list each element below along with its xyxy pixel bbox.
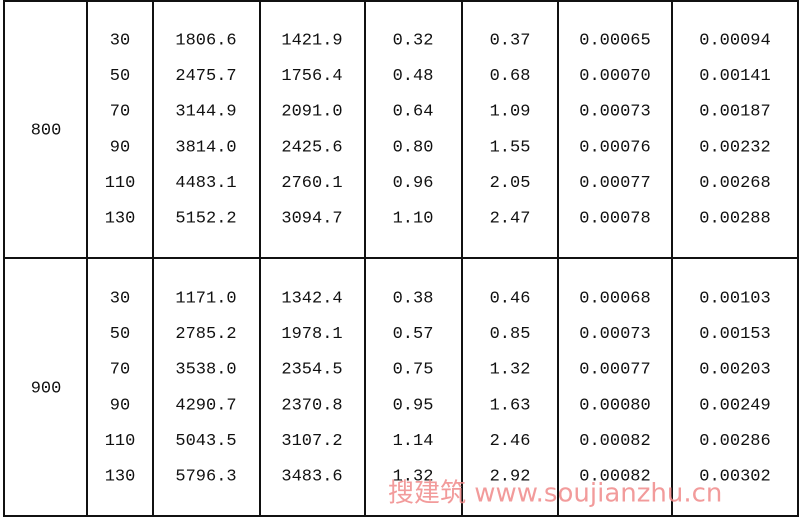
cell: 0.95 [393,396,434,415]
cell: 0.96 [393,174,434,193]
cell: 0.00080 [579,396,650,415]
cell: 0.00187 [699,103,770,122]
cell: 0.00249 [699,396,770,415]
cell: 3107.2 [281,432,342,451]
cell: 1.32 [490,361,531,380]
group-label: 800 [31,121,62,140]
cell: 3814.0 [175,138,236,157]
cell: 1171.0 [175,289,236,308]
cell: 0.48 [393,67,434,86]
cell: 2354.5 [281,361,342,380]
table-grid [3,0,799,517]
cell: 0.00232 [699,138,770,157]
cell: 1806.6 [175,31,236,50]
cell: 30 [110,289,130,308]
cell: 0.00082 [579,432,650,451]
cell: 0.64 [393,103,434,122]
cell: 2.05 [490,174,531,193]
cell: 0.46 [490,289,531,308]
cell: 90 [110,396,130,415]
cell: 2.46 [490,432,531,451]
cell: 0.00103 [699,289,770,308]
cell: 2370.8 [281,396,342,415]
cell: 0.38 [393,289,434,308]
cell: 1.10 [393,209,434,228]
cell: 1.55 [490,138,531,157]
cell: 5796.3 [175,467,236,486]
cell: 4290.7 [175,396,236,415]
cell: 1421.9 [281,31,342,50]
cell: 3144.9 [175,103,236,122]
cell: 0.00153 [699,325,770,344]
cell: 130 [105,467,136,486]
cell: 0.75 [393,361,434,380]
cell: 0.32 [393,31,434,50]
cell: 1342.4 [281,289,342,308]
cell: 0.00268 [699,174,770,193]
cell: 2091.0 [281,103,342,122]
cell: 110 [105,432,136,451]
cell: 1.32 [393,467,434,486]
cell: 130 [105,209,136,228]
cell: 90 [110,138,130,157]
cell: 1.63 [490,396,531,415]
cell: 0.68 [490,67,531,86]
cell: 2.47 [490,209,531,228]
cell: 0.00070 [579,67,650,86]
cell: 0.00077 [579,174,650,193]
cell: 0.00073 [579,325,650,344]
cell: 0.00068 [579,289,650,308]
cell: 0.00082 [579,467,650,486]
cell: 0.00073 [579,103,650,122]
cell: 0.00286 [699,432,770,451]
cell: 0.80 [393,138,434,157]
cell: 0.00288 [699,209,770,228]
cell: 3538.0 [175,361,236,380]
cell: 1.14 [393,432,434,451]
cell: 5152.2 [175,209,236,228]
cell: 0.57 [393,325,434,344]
cell: 4483.1 [175,174,236,193]
cell: 2425.6 [281,138,342,157]
group-label: 900 [31,379,62,398]
cell: 0.00076 [579,138,650,157]
cell: 3483.6 [281,467,342,486]
cell: 110 [105,174,136,193]
cell: 2760.1 [281,174,342,193]
cell: 50 [110,67,130,86]
cell: 0.00203 [699,361,770,380]
cell: 2475.7 [175,67,236,86]
cell: 0.00094 [699,31,770,50]
cell: 0.85 [490,325,531,344]
cell: 0.00065 [579,31,650,50]
cell: 70 [110,103,130,122]
cell: 5043.5 [175,432,236,451]
cell: 0.00077 [579,361,650,380]
cell: 3094.7 [281,209,342,228]
cell: 0.00078 [579,209,650,228]
cell: 1756.4 [281,67,342,86]
cell: 70 [110,361,130,380]
cell: 1.09 [490,103,531,122]
cell: 2785.2 [175,325,236,344]
cell: 1978.1 [281,325,342,344]
cell: 0.00141 [699,67,770,86]
cell: 30 [110,31,130,50]
cell: 0.37 [490,31,531,50]
cell: 0.00302 [699,467,770,486]
cell: 50 [110,325,130,344]
cell: 2.92 [490,467,531,486]
watermark: 搜建筑 www.soujianzhu.cn [388,479,722,509]
